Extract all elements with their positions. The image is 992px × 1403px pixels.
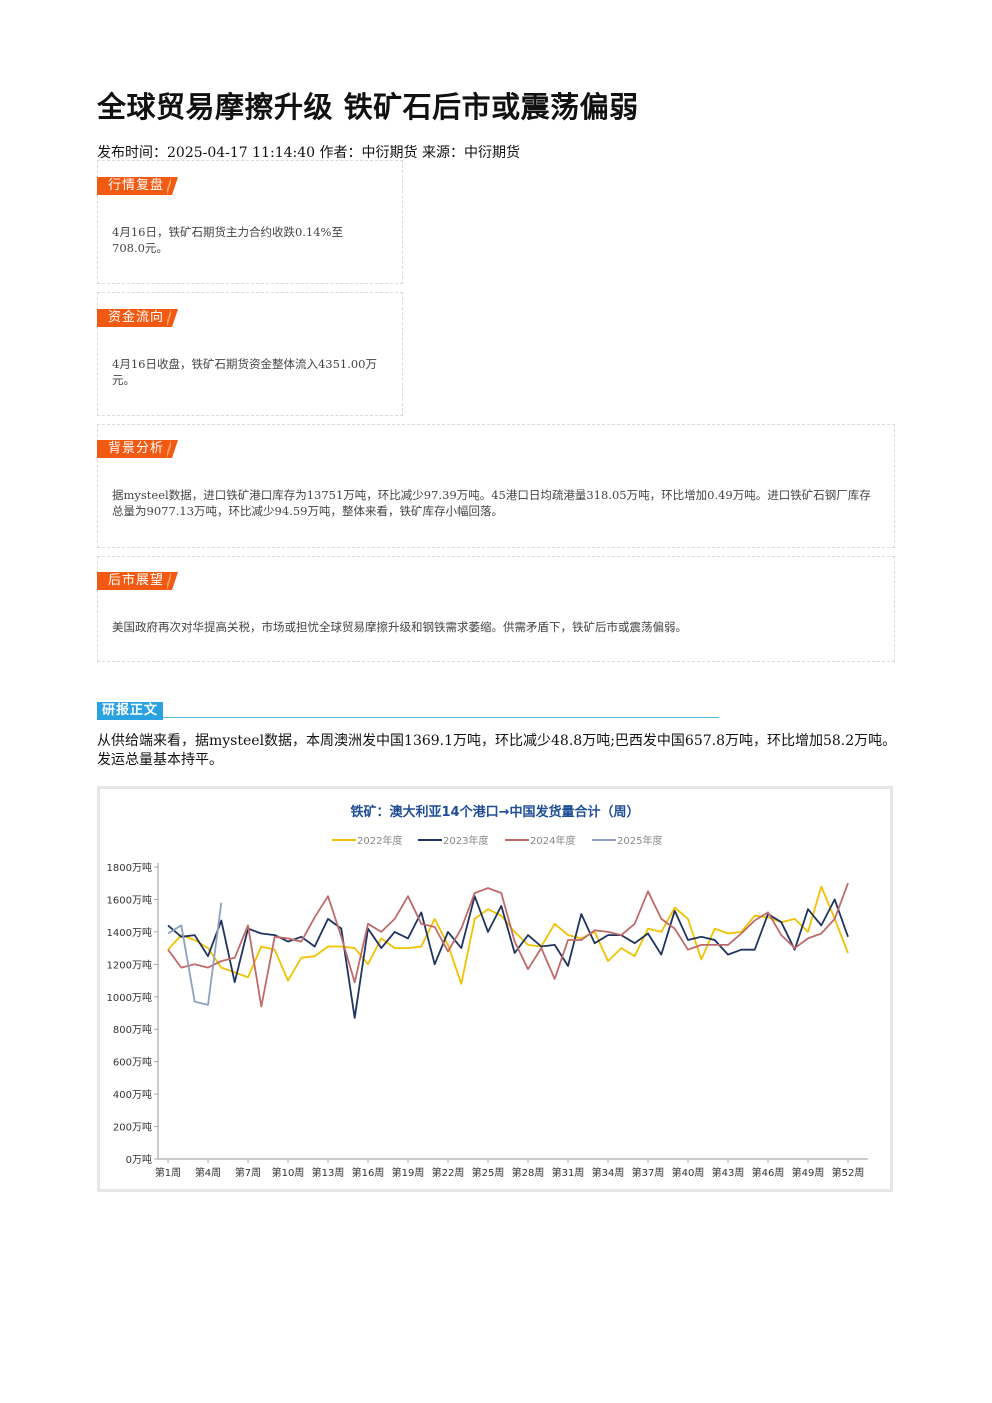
article-meta: 发布时间：2025-04-17 11:14:40 作者：中衍期货 来源：中衍期货 bbox=[97, 145, 520, 161]
body-paragraph: 从供给端来看，据mysteel数据，本周澳洲发中国1369.1万吨，环比减少48… bbox=[97, 733, 897, 768]
series-line-2024年度 bbox=[167, 882, 849, 1008]
tag-background: 背景分析 bbox=[97, 440, 178, 458]
x-tick-label: 第19周 bbox=[392, 1166, 425, 1179]
x-tick-label: 第7周 bbox=[235, 1166, 261, 1179]
tag-fund-flow: 资金流向 bbox=[97, 309, 178, 327]
section-header: 研报正文 bbox=[97, 699, 719, 720]
section-label: 研报正文 bbox=[97, 702, 164, 720]
x-tick-label: 第40周 bbox=[672, 1166, 705, 1179]
tag-label: 背景分析 bbox=[108, 441, 165, 456]
x-tick-label: 第16周 bbox=[352, 1166, 385, 1179]
x-tick-label: 第28周 bbox=[512, 1166, 545, 1179]
y-tick-label: 800万吨 bbox=[113, 1023, 152, 1036]
x-tick-label: 第46周 bbox=[752, 1166, 785, 1179]
legend-label: 2025年度 bbox=[617, 834, 662, 847]
shipment-line-chart: 铁矿：澳大利亚14个港口→中国发货量合计（周） 2022年度 2023年度 2024年… bbox=[107, 804, 868, 1179]
tag-outlook: 后市展望 bbox=[97, 572, 178, 590]
x-tick-label: 第34周 bbox=[592, 1166, 625, 1179]
y-tick-label: 400万吨 bbox=[113, 1088, 152, 1101]
y-tick-label: 1400万吨 bbox=[107, 926, 152, 939]
y-tick-label: 0万吨 bbox=[126, 1153, 152, 1166]
legend-label: 2023年度 bbox=[443, 834, 488, 847]
x-tick-label: 第25周 bbox=[472, 1166, 505, 1179]
x-tick-label: 第13周 bbox=[312, 1166, 345, 1179]
x-tick-label: 第10周 bbox=[272, 1166, 305, 1179]
y-tick-label: 600万吨 bbox=[113, 1056, 152, 1069]
y-tick-label: 1600万吨 bbox=[107, 893, 152, 906]
x-tick-label: 第43周 bbox=[712, 1166, 745, 1179]
x-tick-label: 第1周 bbox=[155, 1166, 181, 1179]
card-text-background: 据mysteel数据，进口铁矿港口库存为13751万吨，环比减少97.39万吨。… bbox=[112, 488, 871, 518]
x-tick-label: 第52周 bbox=[832, 1166, 865, 1179]
x-tick-label: 第31周 bbox=[552, 1166, 585, 1179]
card-background bbox=[97, 424, 895, 548]
card-text-market-review: 4月16日，铁矿石期货主力合约收跌0.14%至708.0元。 bbox=[112, 225, 343, 255]
x-tick-label: 第22周 bbox=[432, 1166, 465, 1179]
y-tick-label: 1000万吨 bbox=[107, 991, 152, 1004]
x-tick-label: 第4周 bbox=[195, 1166, 221, 1179]
tag-label: 行情复盘 bbox=[108, 178, 165, 193]
legend-label: 2024年度 bbox=[530, 834, 575, 847]
x-tick-label: 第49周 bbox=[792, 1166, 825, 1179]
tag-market-review: 行情复盘 bbox=[97, 177, 178, 195]
tag-label: 后市展望 bbox=[108, 573, 165, 588]
x-tick-label: 第37周 bbox=[632, 1166, 665, 1179]
series-line-2022年度 bbox=[167, 885, 849, 985]
tag-label: 资金流向 bbox=[108, 310, 165, 325]
legend-label: 2022年度 bbox=[357, 834, 402, 847]
card-text-fund-flow: 4月16日收盘，铁矿石期货资金整体流入4351.00万元。 bbox=[112, 357, 378, 387]
card-text-outlook: 美国政府再次对华提高关税，市场或担忧全球贸易摩擦升级和钢铁需求萎缩。供需矛盾下，… bbox=[112, 620, 687, 634]
y-tick-label: 1800万吨 bbox=[107, 861, 152, 874]
chart-frame: 铁矿：澳大利亚14个港口→中国发货量合计（周） 2022年度 2023年度 2024年… bbox=[97, 786, 893, 1192]
series-line-2025年度 bbox=[167, 902, 223, 1006]
page-title: 全球贸易摩擦升级 铁矿石后市或震荡偏弱 bbox=[97, 90, 639, 124]
card-outlook bbox=[97, 556, 895, 662]
y-tick-label: 200万吨 bbox=[113, 1121, 152, 1134]
chart-title: 铁矿：澳大利亚14个港口→中国发货量合计（周） bbox=[350, 804, 640, 820]
y-tick-label: 1200万吨 bbox=[107, 958, 152, 971]
